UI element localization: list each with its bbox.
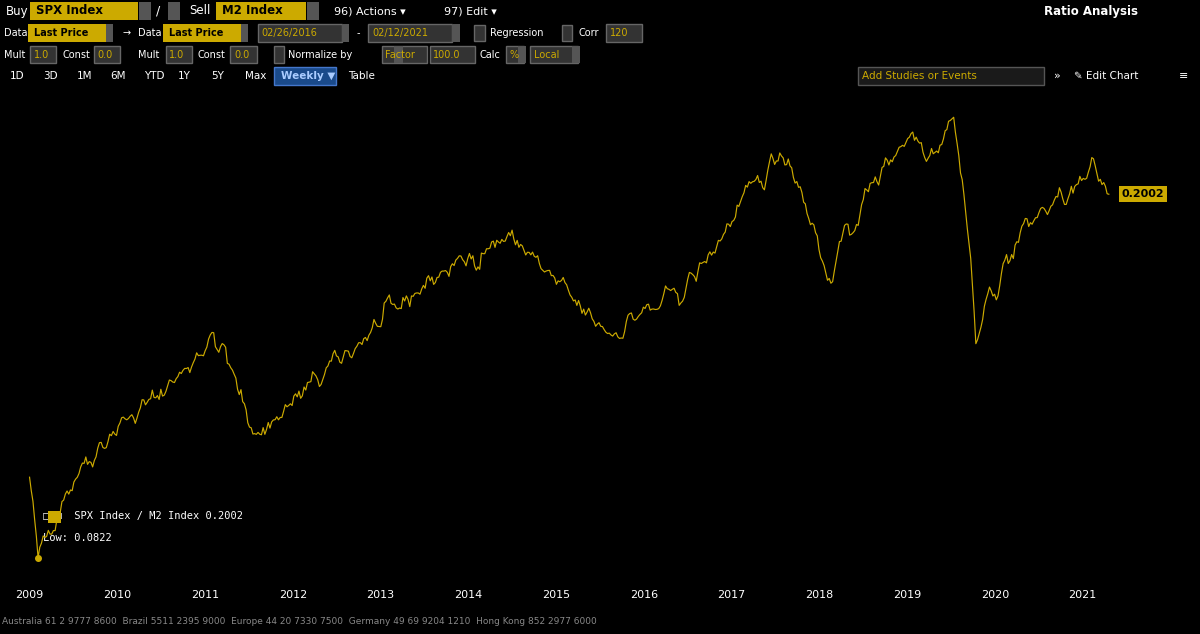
Text: 2020: 2020 xyxy=(980,590,1009,600)
Text: Normalize by: Normalize by xyxy=(288,49,353,60)
Text: 96) Actions ▾: 96) Actions ▾ xyxy=(334,6,406,16)
FancyBboxPatch shape xyxy=(30,46,56,63)
Text: 1D: 1D xyxy=(10,71,24,81)
FancyBboxPatch shape xyxy=(518,46,526,63)
FancyBboxPatch shape xyxy=(307,2,319,20)
Text: 1.0: 1.0 xyxy=(169,49,185,60)
Text: Regression: Regression xyxy=(490,28,544,38)
Text: Data: Data xyxy=(4,28,28,38)
FancyBboxPatch shape xyxy=(274,46,284,63)
FancyBboxPatch shape xyxy=(106,24,113,42)
Text: 02/12/2021: 02/12/2021 xyxy=(372,28,428,38)
Text: 2011: 2011 xyxy=(191,590,220,600)
Text: 2016: 2016 xyxy=(630,590,658,600)
Text: Factor: Factor xyxy=(385,49,415,60)
FancyBboxPatch shape xyxy=(274,67,336,85)
FancyBboxPatch shape xyxy=(168,2,180,20)
Text: Buy: Buy xyxy=(6,4,29,18)
Text: 2014: 2014 xyxy=(454,590,482,600)
Text: Weekly ▼: Weekly ▼ xyxy=(281,71,335,81)
FancyBboxPatch shape xyxy=(368,24,452,42)
Text: 97) Edit ▾: 97) Edit ▾ xyxy=(444,6,497,16)
FancyBboxPatch shape xyxy=(530,46,578,63)
Text: Sell: Sell xyxy=(190,4,211,18)
Text: Last Price: Last Price xyxy=(169,28,223,38)
Text: 6M: 6M xyxy=(110,71,126,81)
Text: Low: 0.0822: Low: 0.0822 xyxy=(43,533,112,543)
Text: YTD: YTD xyxy=(144,71,164,81)
Text: Calc: Calc xyxy=(480,49,500,60)
Text: 5Y: 5Y xyxy=(211,71,224,81)
FancyBboxPatch shape xyxy=(562,25,572,41)
Text: 1M: 1M xyxy=(77,71,92,81)
Text: 3D: 3D xyxy=(43,71,58,81)
Text: 100.0: 100.0 xyxy=(433,49,461,60)
FancyBboxPatch shape xyxy=(382,46,427,63)
Text: Table: Table xyxy=(348,71,374,81)
Text: Const: Const xyxy=(198,49,226,60)
Text: Mult: Mult xyxy=(138,49,160,60)
Text: 0.0: 0.0 xyxy=(97,49,113,60)
Text: Max: Max xyxy=(245,71,266,81)
FancyBboxPatch shape xyxy=(474,25,485,41)
Text: 2009: 2009 xyxy=(16,590,43,600)
Text: 1.0: 1.0 xyxy=(34,49,49,60)
Text: 0.0: 0.0 xyxy=(234,49,250,60)
FancyBboxPatch shape xyxy=(342,24,349,42)
Text: □ ■  SPX Index / M2 Index 0.2002: □ ■ SPX Index / M2 Index 0.2002 xyxy=(43,511,244,521)
FancyBboxPatch shape xyxy=(241,24,248,42)
Text: %: % xyxy=(510,49,520,60)
FancyBboxPatch shape xyxy=(216,2,306,20)
Text: 2013: 2013 xyxy=(366,590,395,600)
Text: 0.2002: 0.2002 xyxy=(1122,189,1165,199)
Text: Corr: Corr xyxy=(578,28,599,38)
Text: -: - xyxy=(356,28,360,38)
Text: »: » xyxy=(1054,71,1061,81)
FancyBboxPatch shape xyxy=(606,24,642,42)
Text: 2012: 2012 xyxy=(278,590,307,600)
Text: Const: Const xyxy=(62,49,90,60)
Text: Ratio Analysis: Ratio Analysis xyxy=(1044,4,1138,18)
FancyBboxPatch shape xyxy=(452,24,460,42)
FancyBboxPatch shape xyxy=(230,46,257,63)
Text: 1Y: 1Y xyxy=(178,71,191,81)
Text: 120: 120 xyxy=(610,28,628,38)
Text: 2015: 2015 xyxy=(542,590,570,600)
FancyBboxPatch shape xyxy=(163,24,241,42)
FancyBboxPatch shape xyxy=(394,46,403,63)
FancyBboxPatch shape xyxy=(258,24,342,42)
Text: /: / xyxy=(156,4,161,18)
FancyBboxPatch shape xyxy=(30,2,138,20)
Text: Add Studies or Events: Add Studies or Events xyxy=(862,71,977,81)
FancyBboxPatch shape xyxy=(139,2,151,20)
Text: 02/26/2016: 02/26/2016 xyxy=(262,28,318,38)
FancyBboxPatch shape xyxy=(48,511,61,523)
FancyBboxPatch shape xyxy=(430,46,475,63)
Text: Local: Local xyxy=(534,49,559,60)
Text: 2017: 2017 xyxy=(718,590,745,600)
Text: Last Price: Last Price xyxy=(34,28,88,38)
Text: Australia 61 2 9777 8600  Brazil 5511 2395 9000  Europe 44 20 7330 7500  Germany: Australia 61 2 9777 8600 Brazil 5511 239… xyxy=(2,618,598,626)
FancyBboxPatch shape xyxy=(28,24,106,42)
Text: ✎ Edit Chart: ✎ Edit Chart xyxy=(1074,71,1139,81)
Text: SPX Index: SPX Index xyxy=(36,4,103,18)
Text: 2021: 2021 xyxy=(1068,590,1097,600)
Text: →: → xyxy=(122,28,131,38)
FancyBboxPatch shape xyxy=(572,46,580,63)
Text: 2010: 2010 xyxy=(103,590,131,600)
Text: Data: Data xyxy=(138,28,162,38)
Text: M2 Index: M2 Index xyxy=(222,4,283,18)
FancyBboxPatch shape xyxy=(506,46,524,63)
Text: 2019: 2019 xyxy=(893,590,922,600)
FancyBboxPatch shape xyxy=(94,46,120,63)
FancyBboxPatch shape xyxy=(858,67,1044,85)
FancyBboxPatch shape xyxy=(166,46,192,63)
Text: ≡: ≡ xyxy=(1178,71,1188,81)
Text: 2018: 2018 xyxy=(805,590,833,600)
Text: Mult: Mult xyxy=(4,49,25,60)
